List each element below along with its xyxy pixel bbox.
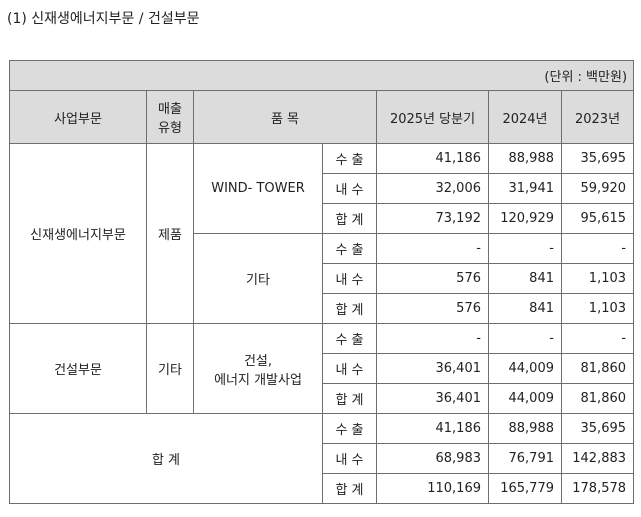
value-cell: -: [488, 233, 562, 264]
kind-export: 수 출: [322, 323, 377, 354]
value-cell: 59,920: [560, 173, 635, 204]
value-cell: 120,929: [488, 203, 562, 234]
value-cell: 576: [376, 263, 489, 294]
table-row: 합 계 576 841 1,103: [10, 293, 635, 324]
table-row: 신재생에너지부문 제품 WIND- TOWER 수 출 41,186 88,98…: [9, 143, 635, 324]
table-row: 합 계 36,401 44,009 81,860: [10, 383, 635, 414]
value-cell: -: [560, 323, 635, 354]
section-heading: (1) 신재생에너지부문 / 건설부문: [7, 11, 200, 27]
item-other: 기타: [193, 233, 323, 324]
table-row: 합 계 73,192 120,929 95,615: [10, 203, 635, 234]
table-row: 내 수 32,006 31,941 59,920: [10, 173, 635, 204]
kind-total: 합 계: [322, 383, 377, 414]
grand-total-label: 합 계: [9, 413, 323, 504]
value-cell: 88,988: [488, 143, 562, 174]
kind-export: 수 출: [322, 413, 377, 444]
value-cell: 165,779: [488, 473, 562, 504]
kind-domestic: 내 수: [322, 353, 377, 384]
value-cell: -: [488, 323, 562, 354]
kind-domestic: 내 수: [322, 263, 377, 294]
value-cell: 142,883: [560, 443, 635, 474]
header-segment: 사업부문: [9, 90, 147, 144]
header-2024: 2024년: [488, 90, 562, 144]
value-cell: 1,103: [560, 293, 635, 324]
kind-export: 수 출: [322, 143, 377, 174]
kind-total: 합 계: [322, 473, 377, 504]
value-cell: 110,169: [376, 473, 489, 504]
header-row: 사업부문 매출 유형 품 목 2025년 당분기 2024년 2023년: [9, 90, 635, 144]
value-cell: 841: [488, 263, 562, 294]
value-cell: -: [376, 323, 489, 354]
unit-label: (단위 : 백만원): [8, 60, 635, 91]
value-cell: 76,791: [488, 443, 562, 474]
value-cell: -: [376, 233, 489, 264]
kind-export: 수 출: [322, 233, 377, 264]
value-cell: 36,401: [376, 383, 489, 414]
value-cell: 81,860: [560, 353, 635, 384]
value-cell: 41,186: [376, 143, 489, 174]
header-2025q: 2025년 당분기: [376, 90, 489, 144]
value-cell: 81,860: [560, 383, 635, 414]
segment-renewable: 신재생에너지부문: [9, 143, 147, 324]
table-row: 합 계 110,169 165,779 178,578: [10, 473, 635, 504]
header-2023: 2023년: [560, 90, 635, 144]
item-wind-tower: WIND- TOWER: [193, 143, 323, 234]
header-sales-type-line2: 유형: [158, 121, 182, 136]
header-item: 품 목: [193, 90, 377, 144]
sales-type-product: 제품: [146, 143, 194, 324]
item-construction-line2: 에너지 개발사업: [214, 372, 302, 388]
value-cell: 576: [376, 293, 489, 324]
value-cell: 841: [488, 293, 562, 324]
value-cell: 1,103: [560, 263, 635, 294]
value-cell: 68,983: [376, 443, 489, 474]
value-cell: 88,988: [488, 413, 562, 444]
header-sales-type: 매출 유형: [146, 90, 194, 144]
value-cell: 44,009: [488, 383, 562, 414]
sales-table: (단위 : 백만원) 사업부문 매출 유형 품 목 2025년 당분기 2024…: [8, 60, 635, 504]
table-row: 내 수 576 841 1,103: [10, 263, 635, 294]
value-cell: 73,192: [376, 203, 489, 234]
header-sales-type-line1: 매출: [158, 102, 182, 117]
value-cell: 41,186: [376, 413, 489, 444]
kind-domestic: 내 수: [322, 173, 377, 204]
value-cell: 44,009: [488, 353, 562, 384]
value-cell: -: [560, 233, 635, 264]
unit-row: (단위 : 백만원): [8, 60, 635, 91]
value-cell: 31,941: [488, 173, 562, 204]
kind-total: 합 계: [322, 203, 377, 234]
kind-domestic: 내 수: [322, 443, 377, 474]
value-cell: 35,695: [560, 413, 635, 444]
segment-construction: 건설부문: [9, 323, 147, 414]
value-cell: 36,401: [376, 353, 489, 384]
table-row: 건설부문 기타 건설, 에너지 개발사업 수 출 - - -: [9, 323, 635, 414]
kind-total: 합 계: [322, 293, 377, 324]
table-row: 합 계 수 출 41,186 88,988 35,695: [9, 413, 635, 504]
value-cell: 95,615: [560, 203, 635, 234]
sales-type-other: 기타: [146, 323, 194, 414]
value-cell: 35,695: [560, 143, 635, 174]
item-construction-line1: 건설,: [243, 353, 273, 369]
value-cell: 32,006: [376, 173, 489, 204]
item-construction-energy: 건설, 에너지 개발사업: [193, 323, 323, 414]
value-cell: 178,578: [560, 473, 635, 504]
